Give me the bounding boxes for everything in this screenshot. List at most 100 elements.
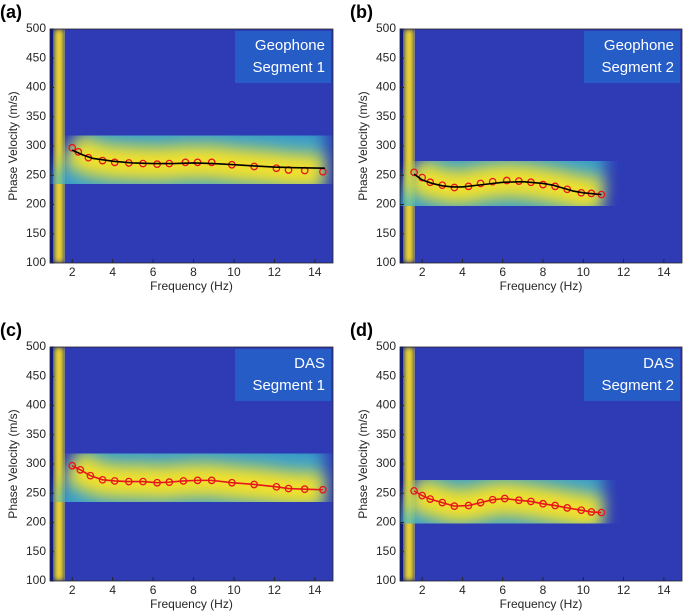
x-tick-label: 8	[540, 265, 547, 279]
y-tick-label: 350	[376, 109, 396, 123]
x-tick-label: 6	[499, 265, 506, 279]
y-tick-label: 300	[376, 456, 396, 470]
y-tick-label: 400	[376, 80, 396, 94]
y-tick-label: 400	[26, 80, 46, 94]
pick-point	[587, 508, 596, 516]
y-tick-label: 250	[26, 167, 46, 181]
y-tick-label: 500	[26, 21, 46, 35]
panel-label: (d)	[350, 320, 373, 340]
pick-point	[207, 476, 216, 485]
pick-point	[450, 502, 459, 510]
y-tick-label: 400	[26, 398, 46, 412]
panel-title: Geophone	[604, 37, 674, 54]
x-tick-label: 12	[268, 583, 282, 597]
x-axis-label: Frequency (Hz)	[150, 597, 233, 611]
x-tick-label: 14	[657, 583, 671, 597]
x-tick-label: 14	[308, 265, 322, 279]
pick-point	[426, 495, 435, 503]
pick-point	[597, 508, 606, 517]
y-tick-label: 100	[26, 255, 46, 269]
panel-title: Segment 2	[601, 59, 674, 76]
low-freq-energy	[404, 29, 414, 263]
pick-point	[464, 501, 473, 510]
y-tick-label: 250	[26, 485, 46, 499]
pick-point	[514, 496, 523, 505]
x-tick-label: 8	[190, 265, 197, 279]
pick-point	[250, 480, 259, 489]
y-tick-label: 400	[376, 398, 396, 412]
pick-point	[179, 477, 188, 485]
x-axis-label: Frequency (Hz)	[500, 279, 583, 293]
x-tick-label: 14	[657, 265, 671, 279]
x-tick-label: 6	[499, 583, 506, 597]
panel: 100 150 200 250 300 350 400 450 500 2 4 6 8 10 12 14 Fre…	[350, 2, 683, 293]
y-tick-label: 150	[26, 226, 46, 240]
x-tick-label: 10	[227, 265, 241, 279]
y-tick-label: 450	[376, 50, 396, 64]
y-tick-label: 100	[26, 573, 46, 587]
x-tick-label: 14	[308, 583, 322, 597]
x-tick-label: 10	[577, 583, 591, 597]
x-tick-label: 6	[150, 265, 157, 279]
pick-point	[551, 501, 559, 510]
pick-point	[539, 499, 547, 508]
x-tick-label: 2	[419, 583, 426, 597]
x-tick-label: 2	[69, 265, 76, 279]
y-axis-label: Phase Velocity (m/s)	[6, 91, 20, 200]
x-axis-label: Frequency (Hz)	[500, 597, 583, 611]
y-tick-label: 250	[376, 167, 396, 181]
y-tick-label: 200	[376, 515, 396, 529]
y-axis-label: Phase Velocity (m/s)	[6, 409, 20, 518]
y-tick-label: 350	[26, 427, 46, 441]
x-tick-label: 2	[69, 583, 76, 597]
y-tick-label: 350	[376, 427, 396, 441]
x-tick-label: 12	[617, 583, 631, 597]
title-box	[235, 349, 331, 401]
panel-title: Segment 1	[252, 59, 325, 76]
panel: 100 150 200 250 300 350 400 450 500 2 4 6 8 10 12 14 Fre…	[350, 320, 683, 611]
y-tick-label: 450	[26, 50, 46, 64]
low-freq-energy	[54, 29, 64, 263]
x-axis-label: Frequency (Hz)	[150, 279, 233, 293]
y-tick-label: 500	[26, 339, 46, 353]
x-tick-label: 4	[109, 265, 116, 279]
y-tick-label: 450	[26, 368, 46, 382]
y-tick-label: 200	[26, 197, 46, 211]
pick-point	[410, 168, 418, 177]
y-tick-label: 500	[376, 339, 396, 353]
curve	[71, 465, 323, 491]
title-box	[584, 349, 680, 401]
y-tick-label: 350	[26, 109, 46, 123]
panel-title: DAS	[294, 355, 325, 372]
y-tick-label: 200	[26, 515, 46, 529]
y-tick-label: 300	[26, 456, 46, 470]
pick-point	[527, 497, 535, 506]
pick-point	[300, 485, 309, 494]
y-tick-label: 300	[376, 138, 396, 152]
y-tick-label: 100	[376, 255, 396, 269]
y-tick-label: 450	[376, 368, 396, 382]
pick-point	[228, 478, 236, 487]
pick-point	[68, 461, 77, 470]
y-tick-label: 300	[26, 138, 46, 152]
pick-point	[165, 478, 174, 486]
panel-title: Segment 2	[601, 377, 674, 394]
x-tick-label: 12	[268, 265, 282, 279]
x-tick-label: 8	[540, 583, 547, 597]
x-tick-label: 4	[459, 265, 466, 279]
x-tick-label: 4	[109, 583, 116, 597]
pick-point	[207, 158, 216, 167]
y-axis-label: Phase Velocity (m/s)	[356, 409, 370, 518]
pick-point	[76, 465, 85, 474]
y-tick-label: 200	[376, 197, 396, 211]
curve	[413, 490, 602, 514]
x-tick-label: 8	[190, 583, 197, 597]
x-tick-label: 12	[617, 265, 631, 279]
panel-title: DAS	[643, 355, 674, 372]
pick-point	[488, 495, 497, 504]
y-tick-label: 150	[376, 226, 396, 240]
low-freq-energy	[54, 347, 64, 581]
x-tick-label: 6	[150, 583, 157, 597]
x-tick-label: 10	[577, 265, 591, 279]
